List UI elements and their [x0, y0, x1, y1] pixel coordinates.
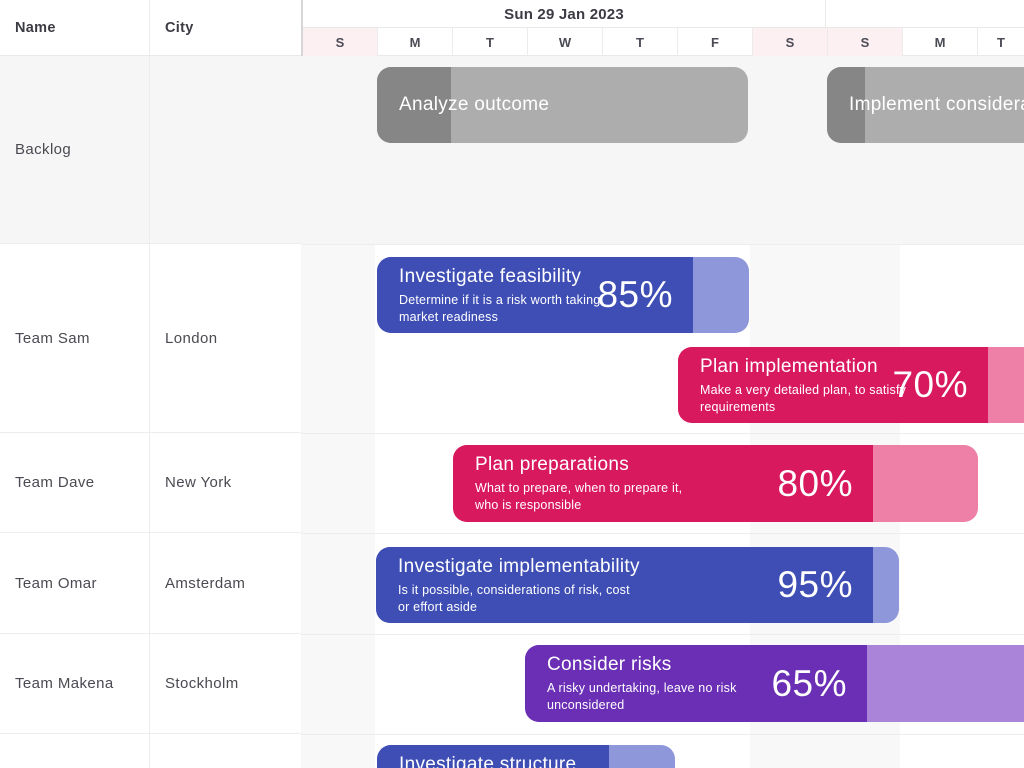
task-progress-fill[interactable]: [377, 257, 694, 333]
task-bar-implement-considerations[interactable]: Implement considerations: [827, 67, 1024, 143]
day-header-thu: T: [603, 28, 678, 56]
task-title: Implement considerations: [849, 94, 1024, 115]
week-header-cell: Sun 29 Jan 2023: [303, 0, 826, 28]
task-title: Analyze outcome: [399, 94, 550, 115]
task-description: A risky undertaking, leave no risk uncon…: [547, 681, 737, 712]
row-name-cell: Team Omar: [0, 533, 150, 633]
task-title: Investigate structure: [399, 754, 577, 768]
task-percent: 65%: [771, 662, 847, 704]
task-percent: 95%: [777, 564, 853, 605]
row-city-cell: Stockholm: [165, 675, 239, 692]
row-city-cell: New York: [165, 474, 232, 491]
row-divider: [301, 533, 1024, 534]
day-header-tue2: T: [997, 34, 1005, 50]
task-description: Determine if it is a risk worth taking, …: [399, 293, 605, 324]
row-city-cell: Amsterdam: [165, 574, 246, 592]
task-progress-fill[interactable]: [377, 67, 452, 143]
row-name-cell: Team Dave: [0, 433, 150, 532]
task-bar-investigate-implementability[interactable]: Investigate implementability Is it possi…: [376, 547, 899, 623]
task-bar-consider-risks[interactable]: Consider risks A risky undertaking, leav…: [525, 645, 1024, 722]
task-title: Plan preparations: [475, 454, 630, 475]
grid-row-team-sam[interactable]: Team Sam London: [0, 244, 301, 433]
task-description: Is it possible, considerations of risk, …: [398, 583, 630, 614]
task-progress-fill[interactable]: [525, 645, 867, 722]
task-title: Consider risks: [547, 654, 672, 675]
grid-row-team-dave[interactable]: Team Dave New York: [0, 433, 301, 533]
task-bar-investigate-structure[interactable]: Investigate structure: [377, 745, 675, 768]
day-header-fri: F: [678, 28, 753, 56]
locked-grid: Name City Backlog Team Sam London Team D…: [0, 0, 301, 768]
row-name-cell: [0, 734, 150, 768]
task-bar-plan-preparations[interactable]: Plan preparations What to prepare, when …: [453, 445, 978, 522]
row-name-cell: Backlog: [0, 56, 150, 243]
grid-row-partial[interactable]: [0, 734, 301, 768]
task-percent: 70%: [892, 364, 968, 405]
grid-row-team-omar[interactable]: Team Omar Amsterdam: [0, 533, 301, 634]
timeline-body: Analyze outcome Implement considerations…: [301, 56, 1024, 768]
column-header-name[interactable]: Name: [0, 0, 150, 55]
row-divider: [301, 634, 1024, 635]
row-divider: [301, 244, 1024, 245]
column-header-city[interactable]: City: [165, 19, 194, 36]
task-progress-fill[interactable]: [453, 445, 873, 522]
day-header-row: S M T W T F S S M T: [303, 28, 1024, 56]
task-bar-plan-implementation[interactable]: Plan implementation Make a very detailed…: [678, 347, 1024, 423]
task-title: Investigate feasibility: [399, 266, 582, 287]
day-header-wed: W: [528, 28, 603, 56]
task-title: Plan implementation: [700, 356, 878, 377]
task-bar-investigate-feasibility[interactable]: Investigate feasibility Determine if it …: [377, 257, 749, 333]
task-progress-fill[interactable]: [678, 347, 989, 423]
week-header-row: Sun 29 Jan 2023: [303, 0, 1024, 28]
row-city-cell: [150, 56, 301, 243]
task-description: What to prepare, when to prepare it, who…: [475, 481, 683, 512]
day-header-sun2: S: [828, 28, 903, 56]
task-bar-analyze-outcome[interactable]: Analyze outcome: [377, 67, 748, 143]
row-city-cell: [150, 734, 301, 768]
grid-row-backlog[interactable]: Backlog: [0, 56, 301, 244]
task-progress-fill[interactable]: [377, 745, 610, 768]
task-progress-fill[interactable]: [827, 67, 865, 143]
day-header-mon2: M: [903, 28, 978, 56]
row-name-cell: Team Makena: [0, 634, 150, 733]
day-header-sun: S: [303, 28, 378, 56]
task-percent: 85%: [597, 274, 673, 315]
grid-header: Name City: [0, 0, 301, 56]
row-divider: [301, 433, 1024, 434]
day-header-sat: S: [753, 28, 828, 56]
row-name-cell: Team Sam: [0, 244, 150, 432]
grid-row-team-makena[interactable]: Team Makena Stockholm: [0, 634, 301, 734]
task-description: Make a very detailed plan, to satisfy re…: [700, 383, 907, 414]
row-divider: [301, 734, 1024, 735]
task-progress-fill[interactable]: [376, 547, 873, 623]
task-percent: 80%: [777, 462, 853, 504]
task-title: Investigate implementability: [398, 556, 640, 577]
day-header-mon: M: [378, 28, 453, 56]
row-city-cell: London: [165, 329, 218, 347]
day-header-tue: T: [453, 28, 528, 56]
timeline-header: Sun 29 Jan 2023 S M T W T F S S M T: [303, 0, 1024, 56]
